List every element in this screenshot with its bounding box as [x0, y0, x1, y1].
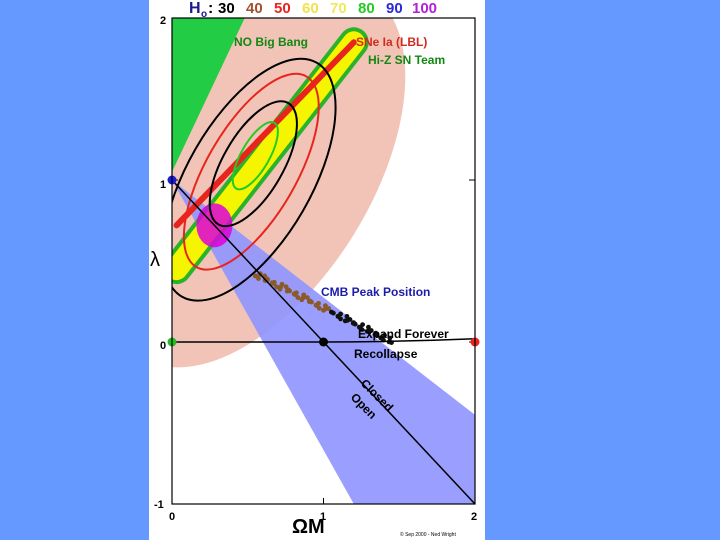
- trail-dot: [387, 335, 393, 341]
- trail-dot: [313, 302, 319, 308]
- trail-dot: [368, 328, 374, 333]
- sne-red-band: [173, 39, 357, 229]
- y-tick-neg1: -1: [154, 499, 164, 511]
- trail-dot: [269, 280, 275, 286]
- trail-dot: [291, 291, 297, 297]
- trail-dot: [347, 317, 353, 322]
- trail-dot: [359, 327, 365, 332]
- region-layer: [172, 18, 475, 504]
- recollapse-label: Recollapse: [354, 347, 418, 361]
- h0-80: 80: [358, 0, 375, 17]
- h0-70: 70: [330, 0, 347, 17]
- trail-dot: [366, 324, 371, 330]
- trail-dot: [321, 307, 326, 313]
- sne-contour-1: [208, 100, 298, 228]
- x-tick-0: 0: [169, 511, 175, 523]
- title-symbol: H: [189, 0, 201, 17]
- trail-dot: [286, 287, 292, 293]
- trail-dot: [307, 298, 313, 304]
- no-big-bang-label: NO Big Bang: [234, 35, 308, 49]
- trail-dot: [342, 318, 348, 324]
- sne-contour-0: [231, 121, 279, 191]
- trail-dot: [299, 297, 305, 303]
- trail-dot: [283, 284, 289, 290]
- trail-dot: [322, 303, 328, 309]
- y-axis-label: λ: [150, 249, 160, 271]
- trail-dot: [326, 306, 332, 311]
- hiz-label: Hi-Z SN Team: [368, 53, 445, 67]
- trail-dot: [304, 295, 310, 301]
- point-2: [319, 337, 328, 347]
- h0-50: 50: [274, 0, 291, 17]
- credit-label: © Sep 2000 - Ned Wright: [400, 531, 456, 538]
- plot-frame: [171, 17, 476, 505]
- cmb-degeneracy-trail: [252, 271, 394, 345]
- sne-contour-2: [182, 72, 320, 271]
- cmb-label: CMB Peak Position: [321, 285, 430, 299]
- h0-40: 40: [246, 0, 263, 17]
- title-sep: :: [208, 0, 213, 17]
- sne-lbl-label: SNe Ia (LBL): [356, 35, 427, 49]
- expand-label: Expand Forever: [358, 327, 449, 341]
- trail-dot: [344, 313, 350, 319]
- x-axis-label: ΩM: [292, 516, 325, 538]
- h0-90: 90: [386, 0, 403, 17]
- sne-contour-3: [172, 57, 337, 302]
- trail-dot: [295, 295, 301, 300]
- no-big-bang-region: [172, 18, 245, 172]
- trail-dot: [338, 316, 343, 322]
- chart-title: H o : 30 40 50 60 70 80 90 100: [189, 0, 437, 20]
- trail-dot: [372, 332, 378, 337]
- trail-dot: [350, 320, 356, 326]
- trail-dot: [277, 286, 283, 292]
- x-tick-1: 1: [320, 511, 326, 523]
- trail-dot: [316, 305, 322, 311]
- y-tick-2: 2: [160, 15, 166, 27]
- expand-recollapse-line: [172, 338, 476, 343]
- y-tick-0: 0: [160, 340, 166, 352]
- trail-dot: [382, 332, 387, 338]
- x-tick-2: 2: [471, 511, 477, 523]
- trail-dot: [274, 284, 280, 290]
- h0-100: 100: [412, 0, 437, 17]
- trail-dot: [364, 328, 370, 334]
- trail-dot: [329, 309, 335, 315]
- title-subscript: o: [201, 9, 207, 20]
- h0-30: 30: [218, 0, 235, 17]
- trail-dot: [256, 276, 261, 281]
- y-tick-1: 1: [160, 179, 166, 191]
- h0-60: 60: [302, 0, 319, 17]
